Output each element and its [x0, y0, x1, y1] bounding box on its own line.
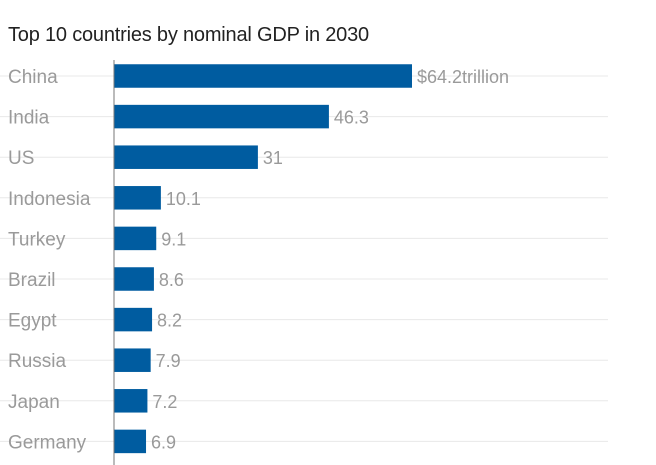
category-label: Egypt — [8, 311, 57, 332]
value-label: 46.3 — [334, 108, 369, 128]
value-label: 31 — [263, 148, 283, 168]
gridlines — [0, 75, 608, 442]
bar-us — [114, 145, 258, 169]
value-label: 8.6 — [159, 270, 184, 290]
category-label: Turkey — [8, 229, 66, 250]
category-label: US — [8, 148, 34, 169]
value-label: 7.2 — [152, 392, 177, 412]
value-labels: $64.2trillion 46.3 31 10.1 9.1 8.6 8.2 7.9 7.2 6.… — [151, 67, 509, 452]
bar-russia — [114, 348, 151, 372]
bar-indonesia — [114, 186, 161, 210]
value-label: 6.9 — [151, 432, 176, 452]
category-label: Japan — [8, 392, 60, 413]
category-label: Indonesia — [8, 189, 91, 210]
category-label: Germany — [8, 432, 87, 453]
category-label: India — [8, 108, 50, 129]
bar-india — [114, 104, 329, 129]
value-label: 10.1 — [166, 189, 201, 209]
value-label: $64.2trillion — [417, 67, 509, 87]
bar-china — [114, 64, 412, 88]
chart-title: Top 10 countries by nominal GDP in 2030 — [8, 24, 369, 46]
category-label: Russia — [8, 351, 67, 372]
bar-turkey — [114, 226, 157, 251]
bars — [114, 64, 412, 454]
category-label: Brazil — [8, 270, 56, 291]
category-label: China — [8, 67, 58, 88]
value-label: 9.1 — [161, 229, 186, 249]
bar-brazil — [114, 267, 154, 291]
value-label: 7.9 — [156, 351, 181, 371]
value-label: 8.2 — [157, 311, 182, 331]
bar-germany — [114, 429, 147, 454]
category-labels: China India US Indonesia Turkey Brazil Egypt Ru… — [8, 67, 91, 453]
bar-japan — [114, 389, 148, 413]
bar-egypt — [114, 307, 153, 332]
